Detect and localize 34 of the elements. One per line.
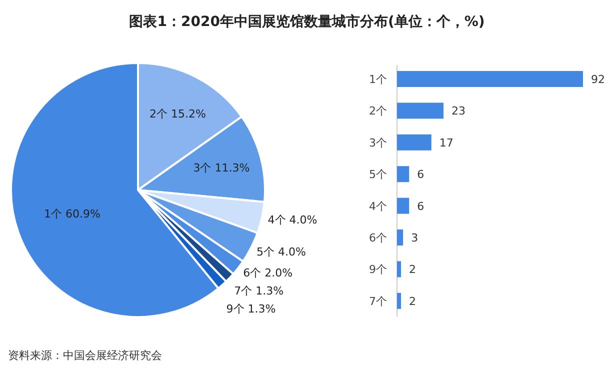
slice-label: 2个 15.2% <box>149 107 206 120</box>
y-tick-label: 9个 <box>369 263 387 276</box>
text: 资料来源：中国会展经济研究会 <box>8 349 162 362</box>
bar <box>397 261 402 278</box>
y-tick-label: 4个 <box>369 200 387 213</box>
bar <box>397 71 583 87</box>
slice-label: 4个 4.0% <box>268 213 318 226</box>
y-tick-label: 1个 <box>369 73 387 86</box>
data-label: 6 <box>417 168 424 182</box>
slice-label: 9个 1.3% <box>226 302 276 316</box>
bar <box>397 198 410 214</box>
bar <box>397 292 402 309</box>
slice-label: 3个 11.3% <box>193 162 250 175</box>
data-label: 92 <box>591 73 605 86</box>
slice-label: 1个 60.9% <box>44 207 100 220</box>
slice-label: 7个 1.3% <box>234 284 284 298</box>
y-tick-label: 2个 <box>369 104 387 118</box>
bar <box>397 134 432 150</box>
bar <box>397 230 404 246</box>
y-tick-label: 7个 <box>369 294 387 308</box>
data-label: 2 <box>409 294 416 308</box>
bar <box>397 102 444 119</box>
data-label: 2 <box>409 263 416 276</box>
slice-label: 5个 4.0% <box>256 245 306 258</box>
data-label: 3 <box>411 232 418 244</box>
data-label: 17 <box>439 136 454 150</box>
y-tick-label: 5个 <box>369 168 387 182</box>
slice-label: 6个 2.0% <box>243 266 293 280</box>
chart-title: 图表1：2020年中国展览馆数量城市分布(单位：个，%) <box>129 13 485 30</box>
y-tick-label: 6个 <box>369 232 387 244</box>
data-label: 23 <box>452 104 466 118</box>
y-tick-label: 3个 <box>369 136 387 150</box>
data-label: 6 <box>417 200 424 213</box>
bar <box>397 166 410 182</box>
